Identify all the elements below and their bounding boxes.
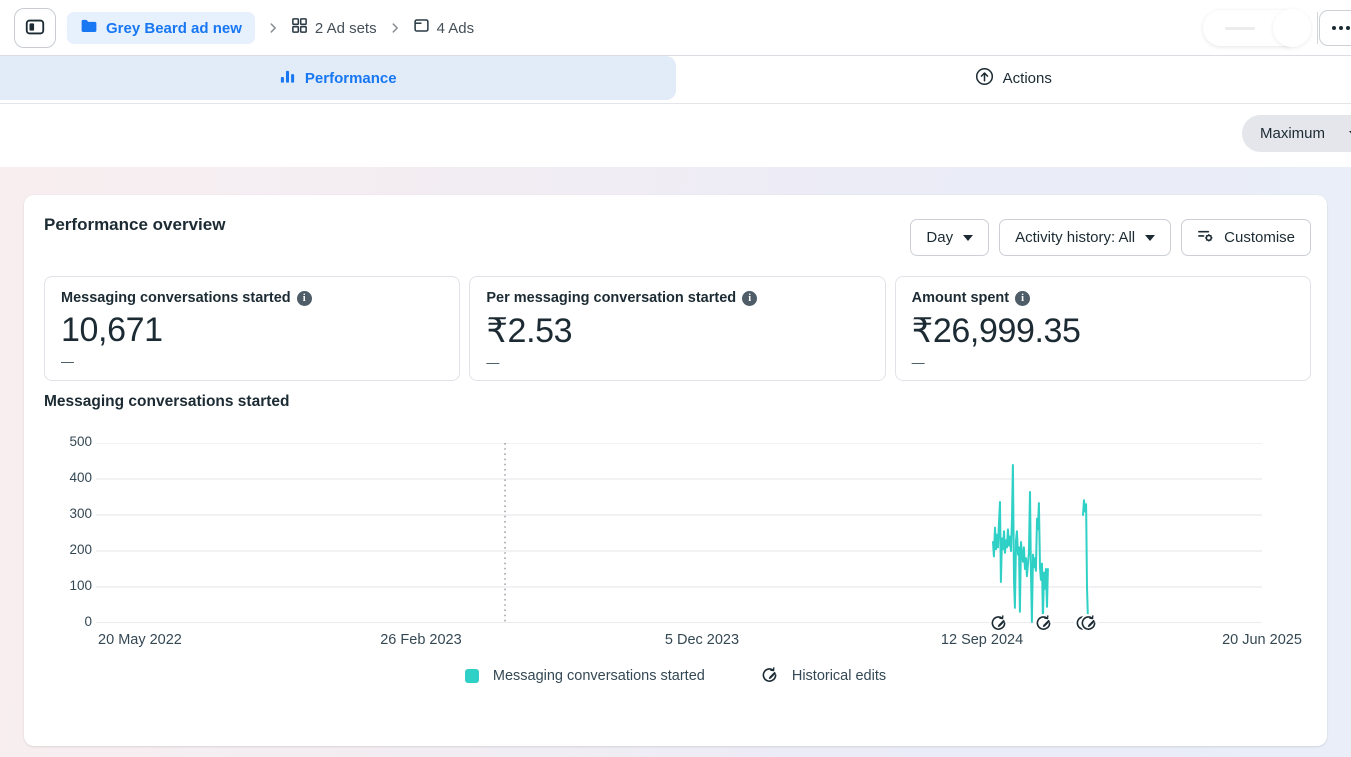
info-icon[interactable] xyxy=(1015,290,1031,306)
breadcrumb-ads-label: 4 Ads xyxy=(436,19,475,37)
historical-edit-marker[interactable] xyxy=(1034,614,1053,632)
metric-card-per-conversation: Per messaging conversation started ₹2.53… xyxy=(469,276,886,381)
content-background: Performance overview Day Activity histor… xyxy=(0,167,1351,757)
historical-edit-icon xyxy=(761,667,778,684)
metric-cards: Messaging conversations started 10,671 —… xyxy=(44,276,1311,381)
arrow-up-circle-icon xyxy=(975,67,994,90)
chart-title: Messaging conversations started xyxy=(44,393,290,410)
divider xyxy=(1317,12,1318,44)
x-tick-label: 5 Dec 2023 xyxy=(664,632,740,648)
y-tick-label: 200 xyxy=(69,542,92,557)
metric-card-conversations: Messaging conversations started 10,671 — xyxy=(44,276,461,381)
metric-value: ₹26,999.35 xyxy=(911,312,1081,350)
chevron-right-icon xyxy=(266,21,280,35)
breadcrumb-campaign[interactable]: Grey Beard ad new xyxy=(67,12,255,44)
bar-chart-icon xyxy=(279,68,296,89)
y-tick-label: 100 xyxy=(69,578,92,593)
performance-overview-card: Performance overview Day Activity histor… xyxy=(24,195,1327,746)
y-tick-label: 0 xyxy=(84,614,92,629)
legend-swatch xyxy=(464,668,479,683)
messaging-conversations-chart: 0 100 200 300 400 500 20 May 2022 26 Feb 2023 5… xyxy=(24,434,1327,703)
tab-performance[interactable]: Performance xyxy=(0,56,676,100)
y-tick-label: 400 xyxy=(69,470,92,485)
maximum-dropdown[interactable]: Maximum xyxy=(1242,115,1351,152)
metric-delta: — xyxy=(61,354,74,369)
card-title: Performance overview xyxy=(44,215,226,234)
info-icon[interactable] xyxy=(296,290,312,306)
metric-value: 10,671 xyxy=(61,311,163,349)
x-tick-label: 12 Sep 2024 xyxy=(940,632,1024,648)
chevron-down-icon xyxy=(963,234,974,241)
x-tick-label: 20 Jun 2025 xyxy=(1222,632,1302,648)
tab-actions-label: Actions xyxy=(1002,69,1052,87)
tab-actions[interactable]: Actions xyxy=(676,56,1351,100)
y-tick-label: 500 xyxy=(69,434,92,449)
historical-edit-marker[interactable] xyxy=(1079,614,1098,632)
tab-performance-label: Performance xyxy=(304,69,397,87)
sidebar-toggle-button[interactable] xyxy=(14,8,56,48)
legend-edits-label: Historical edits xyxy=(791,667,887,684)
breadcrumb-adsets[interactable]: 2 Ad sets xyxy=(291,17,377,39)
subheader: Maximum xyxy=(0,104,1351,167)
historical-edit-marker[interactable] xyxy=(989,614,1008,632)
x-tick-label: 20 May 2022 xyxy=(98,632,182,648)
window-icon xyxy=(413,17,430,39)
customise-icon xyxy=(1197,227,1214,248)
x-tick-label: 26 Feb 2023 xyxy=(380,632,462,648)
ellipsis-icon xyxy=(1332,26,1336,30)
activity-history-dropdown[interactable]: Activity history: All xyxy=(999,219,1172,256)
breadcrumb-campaign-label: Grey Beard ad new xyxy=(106,19,242,37)
chevron-down-icon xyxy=(1349,130,1351,137)
grid-icon xyxy=(291,17,308,39)
metric-label: Amount spent xyxy=(911,290,1010,306)
metric-delta: — xyxy=(486,355,500,370)
maximum-dropdown-label: Maximum xyxy=(1260,125,1326,142)
sidebar-toggle-icon xyxy=(24,16,46,41)
faded-circle-decoration xyxy=(1273,9,1311,47)
folder-icon xyxy=(80,17,98,40)
y-tick-label: 300 xyxy=(69,506,92,521)
chart-legend: Messaging conversations started Historic… xyxy=(24,667,1327,684)
metric-value: ₹2.53 xyxy=(486,312,573,350)
breadcrumb: Grey Beard ad new 2 Ad sets 4 Ads xyxy=(14,8,474,48)
day-dropdown[interactable]: Day xyxy=(910,219,990,256)
metric-label: Per messaging conversation started xyxy=(486,290,737,306)
divider xyxy=(0,103,1351,104)
info-icon[interactable] xyxy=(742,290,758,306)
more-options-button[interactable] xyxy=(1319,10,1351,46)
top-bar: Grey Beard ad new 2 Ad sets 4 Ads xyxy=(0,0,1351,56)
legend-series-label: Messaging conversations started xyxy=(492,667,705,684)
card-controls: Day Activity history: All Customise xyxy=(910,219,1311,256)
activity-history-label: Activity history: All xyxy=(1015,229,1136,246)
breadcrumb-ads[interactable]: 4 Ads xyxy=(413,17,475,39)
metric-label: Messaging conversations started xyxy=(61,290,291,306)
breadcrumb-adsets-label: 2 Ad sets xyxy=(314,19,377,37)
metric-delta: — xyxy=(911,355,925,370)
chevron-down-icon xyxy=(1145,234,1156,241)
chart-plot-area xyxy=(96,443,1262,623)
chevron-right-icon xyxy=(388,21,402,35)
customise-button[interactable]: Customise xyxy=(1181,219,1311,256)
day-dropdown-label: Day xyxy=(926,229,954,246)
metric-card-amount-spent: Amount spent ₹26,999.35 — xyxy=(894,276,1311,381)
customise-button-label: Customise xyxy=(1224,229,1295,246)
view-tabs: Performance Actions xyxy=(0,56,1351,100)
